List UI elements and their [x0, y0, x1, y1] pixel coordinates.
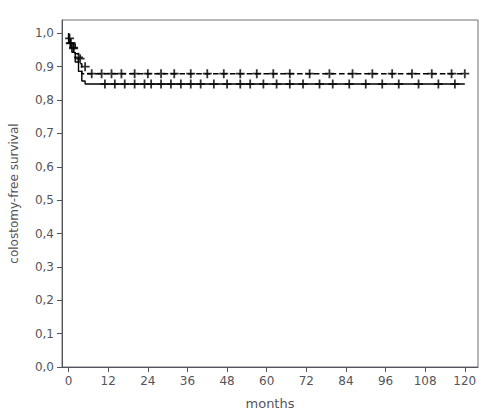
svg-text:0,6: 0,6: [35, 160, 54, 174]
svg-text:0: 0: [65, 374, 73, 388]
svg-text:0,2: 0,2: [35, 293, 54, 307]
svg-text:24: 24: [140, 374, 155, 388]
svg-text:60: 60: [259, 374, 274, 388]
svg-text:0,3: 0,3: [35, 260, 54, 274]
svg-text:0,5: 0,5: [35, 193, 54, 207]
svg-text:0,8: 0,8: [35, 93, 54, 107]
svg-text:months: months: [246, 396, 295, 411]
svg-text:96: 96: [378, 374, 393, 388]
svg-text:1,0: 1,0: [35, 26, 54, 40]
svg-text:0,1: 0,1: [35, 327, 54, 341]
svg-text:0,4: 0,4: [35, 227, 54, 241]
svg-text:36: 36: [180, 374, 195, 388]
svg-text:72: 72: [299, 374, 314, 388]
svg-text:84: 84: [338, 374, 353, 388]
svg-text:120: 120: [453, 374, 476, 388]
svg-text:0,9: 0,9: [35, 60, 54, 74]
svg-text:48: 48: [219, 374, 234, 388]
svg-text:0,0: 0,0: [35, 360, 54, 374]
svg-text:12: 12: [101, 374, 116, 388]
svg-text:0,7: 0,7: [35, 126, 54, 140]
svg-text:108: 108: [414, 374, 437, 388]
svg-text:colostomy-free survival: colostomy-free survival: [7, 123, 21, 263]
